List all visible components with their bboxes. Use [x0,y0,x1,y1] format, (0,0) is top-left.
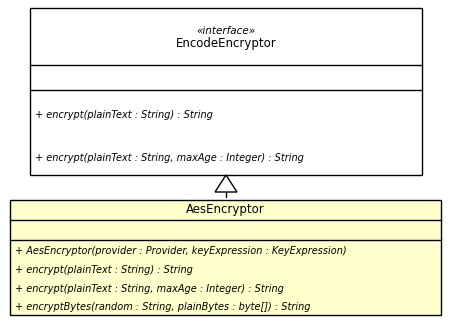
Text: + encrypt(plainText : String) : String: + encrypt(plainText : String) : String [35,110,213,120]
Text: + encrypt(plainText : String, maxAge : Integer) : String: + encrypt(plainText : String, maxAge : I… [35,153,304,163]
Text: + encrypt(plainText : String, maxAge : Integer) : String: + encrypt(plainText : String, maxAge : I… [15,284,284,294]
Text: + encryptBytes(random : String, plainBytes : byte[]) : String: + encryptBytes(random : String, plainByt… [15,303,310,312]
Polygon shape [215,175,237,192]
Text: AesEncryptor: AesEncryptor [186,203,265,216]
Text: EncodeEncryptor: EncodeEncryptor [175,37,276,50]
Bar [30,8,422,175]
Text: + AesEncryptor(provider : Provider, keyExpression : KeyExpression): + AesEncryptor(provider : Provider, keyE… [15,246,347,256]
Text: «interface»: «interface» [197,26,256,36]
Text: + encrypt(plainText : String) : String: + encrypt(plainText : String) : String [15,265,193,275]
Bar [10,200,441,315]
